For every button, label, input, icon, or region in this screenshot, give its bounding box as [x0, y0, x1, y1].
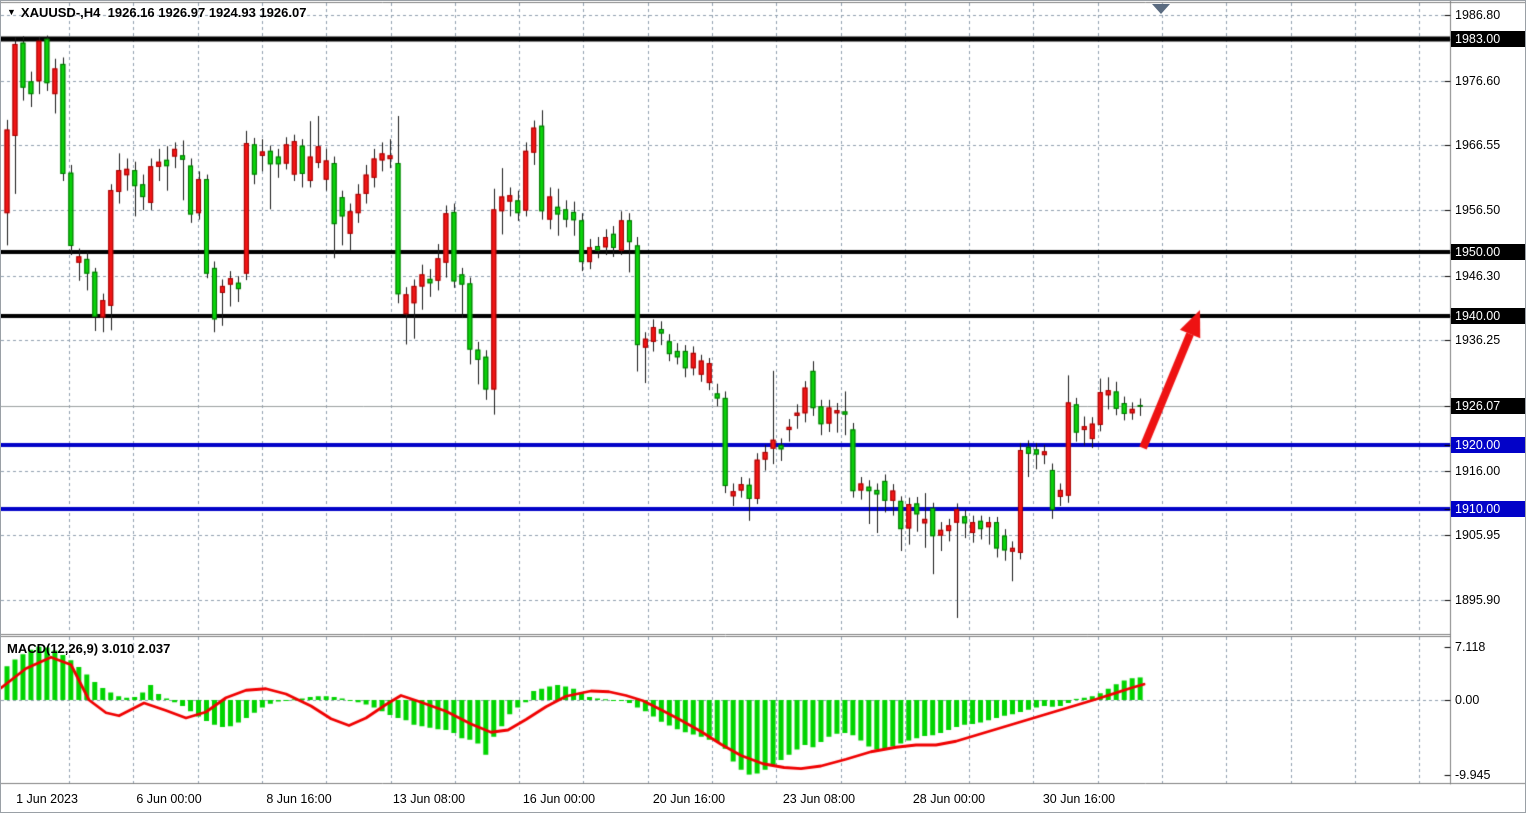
symbol-title: ▼ XAUUSD-,H4 1926.16 1926.97 1924.93 1926…: [7, 5, 306, 20]
price-level-badge: 1910.00: [1451, 501, 1525, 518]
price-level-badge: 1940.00: [1451, 308, 1525, 325]
macd-name: MACD(12,26,9): [7, 641, 99, 656]
time-axis-label: 1 Jun 2023: [16, 792, 78, 806]
macd-axis-label: 0.00: [1455, 693, 1480, 707]
price-axis-label: 1905.95: [1455, 528, 1501, 543]
time-axis-label: 13 Jun 08:00: [392, 792, 466, 806]
price-axis-label: 1916.00: [1455, 463, 1501, 478]
price-axis-label: 1956.50: [1455, 202, 1501, 217]
symbol-dropdown-icon: ▼: [7, 7, 16, 17]
price-level-badge: 1983.00: [1451, 31, 1525, 48]
current-price-badge: 1926.07: [1451, 397, 1525, 414]
time-axis-label: 28 Jun 00:00: [912, 792, 986, 806]
macd-indicator-label: MACD(12,26,9) 3.010 2.037: [7, 641, 170, 656]
macd-values: 3.010 2.037: [101, 641, 171, 656]
time-axis-label: 23 Jun 08:00: [782, 792, 856, 806]
macd-axis-label: 7.118: [1455, 639, 1486, 654]
time-axis-label: 8 Jun 16:00: [266, 792, 332, 806]
time-axis-label: 20 Jun 16:00: [652, 792, 726, 806]
price-axis-label: 1976.60: [1455, 73, 1501, 88]
time-axis-label: 16 Jun 00:00: [522, 792, 596, 806]
price-axis-label: 1946.30: [1455, 268, 1501, 283]
symbol-ohlc-values: 1926.16 1926.97 1924.93 1926.07: [107, 5, 307, 20]
price-level-badge: 1950.00: [1451, 243, 1525, 260]
price-axis-label: 1936.25: [1455, 333, 1501, 348]
macd-axis-label: -9.945: [1455, 767, 1491, 782]
time-axis-label: 30 Jun 16:00: [1042, 792, 1116, 806]
chart-shift-marker-icon[interactable]: [1152, 4, 1170, 14]
price-axis-label: 1966.55: [1455, 138, 1501, 153]
price-axis-label: 1986.80: [1455, 8, 1501, 22]
symbol-period-label: XAUUSD-,H4: [20, 5, 101, 20]
price-axis-label: 1895.90: [1455, 592, 1501, 607]
time-axis-label: 6 Jun 00:00: [136, 792, 202, 806]
price-level-badge: 1920.00: [1451, 436, 1525, 453]
